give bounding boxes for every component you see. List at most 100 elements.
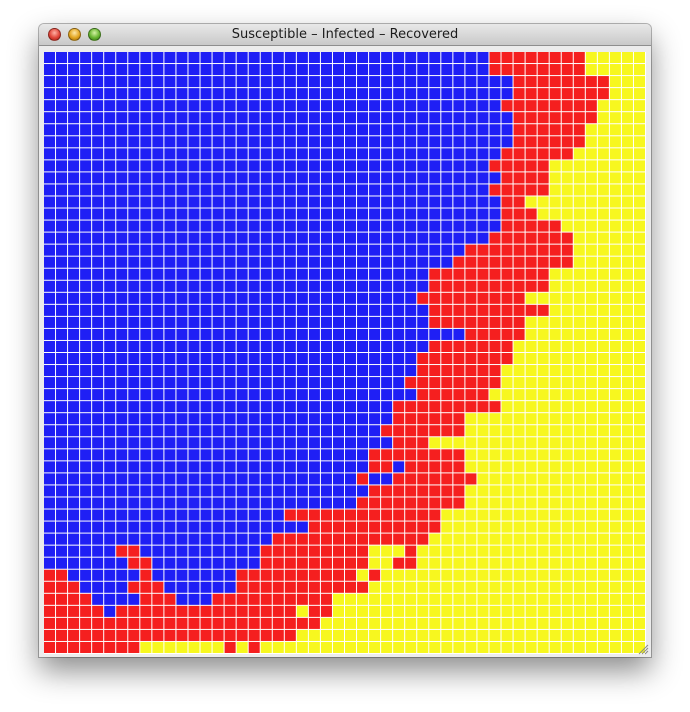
cell-recovered	[537, 593, 549, 605]
cell-susceptible	[320, 461, 332, 473]
cell-susceptible	[200, 377, 212, 389]
minimize-icon[interactable]	[68, 28, 81, 41]
cell-recovered	[609, 268, 621, 280]
cell-infected	[308, 545, 320, 557]
cell-susceptible	[44, 88, 56, 100]
cell-recovered	[561, 172, 573, 184]
cell-recovered	[393, 545, 405, 557]
cell-recovered	[633, 136, 645, 148]
cell-susceptible	[152, 316, 164, 328]
cell-susceptible	[212, 100, 224, 112]
cell-infected	[405, 485, 417, 497]
cell-susceptible	[128, 208, 140, 220]
cell-susceptible	[92, 232, 104, 244]
cell-susceptible	[369, 328, 381, 340]
cell-susceptible	[296, 112, 308, 124]
cell-recovered	[621, 196, 633, 208]
cell-susceptible	[200, 292, 212, 304]
cell-susceptible	[284, 340, 296, 352]
cell-susceptible	[405, 136, 417, 148]
cell-susceptible	[164, 377, 176, 389]
cell-recovered	[489, 533, 501, 545]
cell-recovered	[573, 593, 585, 605]
cell-recovered	[477, 605, 489, 617]
cell-susceptible	[176, 280, 188, 292]
cell-susceptible	[188, 497, 200, 509]
cell-susceptible	[272, 461, 284, 473]
resize-grip-icon[interactable]	[638, 644, 649, 655]
cell-recovered	[441, 605, 453, 617]
cell-infected	[561, 136, 573, 148]
cell-susceptible	[56, 497, 68, 509]
cell-recovered	[609, 605, 621, 617]
cell-infected	[537, 100, 549, 112]
cell-recovered	[597, 557, 609, 569]
cell-recovered	[561, 509, 573, 521]
cell-susceptible	[357, 353, 369, 365]
cell-susceptible	[92, 497, 104, 509]
cell-susceptible	[116, 316, 128, 328]
cell-infected	[585, 76, 597, 88]
cell-infected	[489, 184, 501, 196]
cell-susceptible	[116, 124, 128, 136]
cell-susceptible	[308, 377, 320, 389]
cell-recovered	[465, 461, 477, 473]
cell-susceptible	[453, 76, 465, 88]
cell-infected	[453, 449, 465, 461]
cell-susceptible	[224, 353, 236, 365]
cell-susceptible	[92, 365, 104, 377]
cell-susceptible	[212, 377, 224, 389]
cell-susceptible	[308, 292, 320, 304]
cell-susceptible	[128, 569, 140, 581]
cell-susceptible	[260, 304, 272, 316]
cell-recovered	[501, 413, 513, 425]
cell-susceptible	[345, 184, 357, 196]
cell-susceptible	[308, 353, 320, 365]
cell-susceptible	[188, 292, 200, 304]
cell-susceptible	[332, 353, 344, 365]
cell-recovered	[525, 449, 537, 461]
close-icon[interactable]	[48, 28, 61, 41]
cell-susceptible	[80, 449, 92, 461]
cell-infected	[405, 473, 417, 485]
cell-recovered	[573, 196, 585, 208]
cell-susceptible	[332, 401, 344, 413]
cell-susceptible	[393, 304, 405, 316]
cell-susceptible	[56, 377, 68, 389]
cell-susceptible	[393, 328, 405, 340]
cell-infected	[152, 617, 164, 629]
cell-susceptible	[320, 88, 332, 100]
cell-recovered	[573, 148, 585, 160]
cell-recovered	[609, 136, 621, 148]
cell-infected	[417, 461, 429, 473]
cell-recovered	[609, 425, 621, 437]
cell-susceptible	[465, 52, 477, 64]
cell-susceptible	[320, 292, 332, 304]
cell-susceptible	[332, 461, 344, 473]
cell-susceptible	[441, 328, 453, 340]
cell-infected	[92, 641, 104, 653]
cell-susceptible	[116, 389, 128, 401]
cell-recovered	[345, 629, 357, 641]
cell-susceptible	[260, 353, 272, 365]
cell-recovered	[561, 533, 573, 545]
cell-recovered	[609, 593, 621, 605]
cell-infected	[513, 148, 525, 160]
cell-recovered	[501, 509, 513, 521]
title-bar[interactable]: Susceptible – Infected – Recovered	[39, 24, 651, 46]
cell-recovered	[417, 545, 429, 557]
cell-susceptible	[453, 88, 465, 100]
cell-susceptible	[164, 172, 176, 184]
cell-susceptible	[441, 76, 453, 88]
cell-susceptible	[224, 340, 236, 352]
cell-susceptible	[236, 389, 248, 401]
cell-recovered	[621, 304, 633, 316]
cell-recovered	[597, 353, 609, 365]
cell-infected	[453, 292, 465, 304]
cell-infected	[477, 280, 489, 292]
zoom-icon[interactable]	[88, 28, 101, 41]
cell-recovered	[633, 232, 645, 244]
cell-recovered	[345, 617, 357, 629]
cell-infected	[417, 377, 429, 389]
cell-susceptible	[188, 88, 200, 100]
